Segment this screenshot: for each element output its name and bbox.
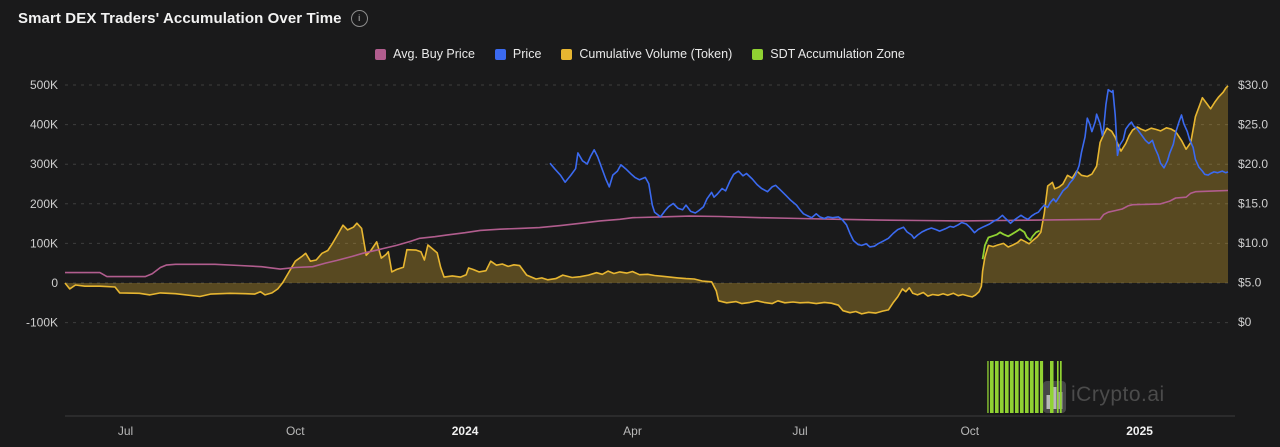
volume-area [65,85,1228,314]
legend-label: Avg. Buy Price [393,47,475,61]
y-axis-left-label: 0 [51,276,58,290]
y-axis-right-label: $25.0 [1238,118,1268,132]
header: Smart DEX Traders' Accumulation Over Tim… [18,10,368,27]
volume-line [64,85,1229,315]
y-axis-left-label: 500K [30,78,58,92]
price-line [549,88,1229,248]
watermark-text: iCrypto.ai [1071,383,1165,406]
x-axis-label: 2025 [1126,424,1153,438]
legend-label: Cumulative Volume (Token) [579,47,733,61]
x-axis-label: Jul [792,424,807,438]
sdt-zone-line [981,228,1040,260]
avg-buy-price-line [65,189,1229,278]
y-axis-left-label: 400K [30,118,58,132]
y-axis-left-label: 100K [30,236,58,250]
x-axis-label: Oct [960,424,979,438]
sdt-zone-bar [1048,361,1054,413]
chart-title: Smart DEX Traders' Accumulation Over Tim… [18,10,342,27]
y-axis-right-label: $30.0 [1238,78,1268,92]
sdt-zone-bar [1057,361,1062,413]
legend-label: SDT Accumulation Zone [770,47,905,61]
info-icon[interactable]: i [350,10,368,27]
sdt-zone-bar [987,361,1044,413]
y-axis-right-label: $5.0 [1238,276,1262,290]
legend-label: Price [512,47,542,61]
legend: Avg. Buy Price Price Cumulative Volume (To… [0,47,1280,61]
legend-swatch [561,48,573,60]
legend-swatch [752,48,764,60]
y-axis-left-label: 300K [30,157,58,171]
legend-item-sdt-accumulation-zone[interactable]: SDT Accumulation Zone [752,47,905,61]
y-axis-left-label: -100K [26,316,58,330]
legend-item-cumulative-volume-token[interactable]: Cumulative Volume (Token) [561,47,732,61]
y-axis-left-label: 200K [30,197,58,211]
y-axis-right-label: $20.0 [1238,157,1268,171]
x-axis-label: Apr [623,424,642,438]
legend-swatch [375,48,387,60]
x-axis-label: Oct [286,424,305,438]
y-axis-right-label: $0 [1238,315,1252,329]
legend-swatch [494,48,506,60]
y-axis-right-label: $10.0 [1238,236,1268,250]
x-axis-label: Jul [118,424,133,438]
x-axis-label: 2024 [452,424,479,438]
legend-item-price[interactable]: Price [494,47,542,61]
y-axis-right-label: $15.0 [1238,197,1268,211]
watermark [1043,381,1066,413]
legend-item-avg-buy-price[interactable]: Avg. Buy Price [375,47,475,61]
